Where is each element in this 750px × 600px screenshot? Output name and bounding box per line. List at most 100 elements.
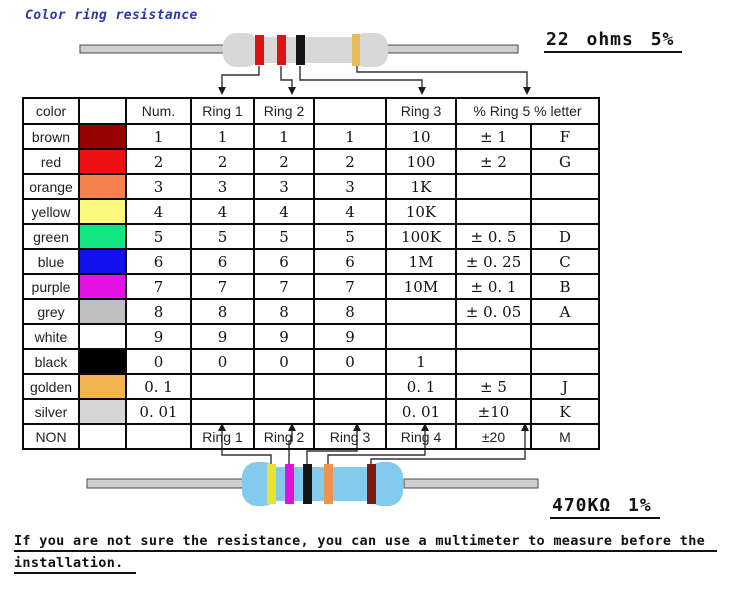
value-cell	[190, 398, 255, 425]
bottom-resistor-illustration	[86, 462, 539, 506]
value-cell: 8	[253, 298, 315, 325]
footnote: If you are not sure the resistance, you …	[14, 530, 744, 574]
value-cell: 1	[313, 123, 387, 150]
value-cell	[253, 398, 315, 425]
bottom-resistor-value-label: 470KΩ 1%	[550, 495, 660, 519]
value-cell: ±20	[455, 423, 532, 450]
value-cell: 5	[125, 223, 192, 250]
top-resistor-illustration	[79, 33, 519, 67]
value-cell: 6	[190, 248, 255, 275]
color-swatch	[78, 398, 127, 425]
color-swatch	[78, 198, 127, 225]
value-cell: Ring 3	[313, 423, 387, 450]
value-cell: 9	[253, 323, 315, 350]
color-name: golden	[22, 373, 80, 400]
color-swatch	[78, 298, 127, 325]
table-row: white 9 9 9 9	[22, 323, 601, 350]
top-resistor-value-label: 22 ohms 5%	[544, 29, 683, 53]
value-cell: 7	[190, 273, 255, 300]
bottom-band-2-purple	[285, 464, 294, 504]
value-cell: 2	[190, 148, 255, 175]
value-cell: ± 0. 5	[455, 223, 532, 250]
value-cell	[253, 373, 315, 400]
color-name: NON	[22, 423, 80, 450]
value-cell: 5	[313, 223, 387, 250]
value-cell: 9	[190, 323, 255, 350]
value-cell: Ring 1	[190, 423, 255, 450]
color-swatch	[78, 373, 127, 400]
bottom-band-1-yellow	[267, 464, 276, 504]
table-row: silver 0. 01 0. 01 ±10 K	[22, 398, 601, 425]
value-cell: 0. 1	[385, 373, 457, 400]
header-row: color Num. Ring 1 Ring 2 Ring 3% Ring 5 % le…	[22, 97, 601, 125]
top-resistor-right-lead	[385, 44, 519, 54]
value-cell: 9	[313, 323, 387, 350]
color-name: red	[22, 148, 80, 175]
value-cell: ± 5	[455, 373, 532, 400]
value-cell: 100	[385, 148, 457, 175]
top-band-2-red	[277, 35, 286, 65]
value-cell: B	[529, 273, 601, 300]
table-row: grey 8 8 8 8 ± 0. 05 A	[22, 298, 601, 325]
value-cell: 8	[190, 298, 255, 325]
value-cell	[455, 323, 532, 350]
value-cell: 2	[125, 148, 192, 175]
color-name: green	[22, 223, 80, 250]
value-cell	[455, 173, 532, 200]
value-cell: F	[529, 123, 601, 150]
value-cell: 100K	[385, 223, 457, 250]
value-cell: 5	[190, 223, 255, 250]
value-cell: 0. 01	[125, 398, 192, 425]
footnote-line-2: installation.	[14, 552, 744, 574]
color-name: yellow	[22, 198, 80, 225]
value-cell: 2	[313, 148, 387, 175]
col-header: color	[22, 97, 80, 125]
value-cell: G	[529, 148, 601, 175]
value-cell: ±10	[455, 398, 532, 425]
value-cell: J	[529, 373, 601, 400]
value-cell: 4	[190, 198, 255, 225]
color-swatch	[78, 223, 127, 250]
value-cell: 10K	[385, 198, 457, 225]
bottom-band-3-black	[303, 464, 312, 504]
color-swatch	[78, 273, 127, 300]
top-resistor-body-right-cap	[352, 33, 388, 67]
value-cell	[455, 198, 532, 225]
value-cell: A	[529, 298, 601, 325]
value-cell: 4	[253, 198, 315, 225]
bottom-band-4-orange	[324, 464, 333, 504]
color-swatch	[78, 148, 127, 175]
value-cell: 10M	[385, 273, 457, 300]
bottom-resistor-right-lead	[403, 478, 539, 489]
value-cell: 4	[313, 198, 387, 225]
value-cell: 3	[313, 173, 387, 200]
value-cell	[529, 173, 601, 200]
bottom-resistor-left-lead	[86, 478, 244, 489]
color-name: grey	[22, 298, 80, 325]
value-cell: ± 2	[455, 148, 532, 175]
footnote-line-1: If you are not sure the resistance, you …	[14, 530, 744, 552]
value-cell: M	[529, 423, 601, 450]
color-swatch	[78, 123, 127, 150]
value-cell	[455, 348, 532, 375]
table-row: orange 3 3 3 3 1K	[22, 173, 601, 200]
top-resistor-body	[238, 37, 366, 63]
value-cell: 4	[125, 198, 192, 225]
table-row: blue 6 6 6 6 1M ± 0. 25 C	[22, 248, 601, 275]
value-cell: 1K	[385, 173, 457, 200]
value-cell: 1	[125, 123, 192, 150]
value-cell: Ring 4	[385, 423, 457, 450]
value-cell: 3	[190, 173, 255, 200]
value-cell	[529, 348, 601, 375]
value-cell: 6	[313, 248, 387, 275]
color-name: orange	[22, 173, 80, 200]
value-cell: 7	[253, 273, 315, 300]
color-swatch	[78, 348, 127, 375]
color-swatch	[78, 173, 127, 200]
color-name: brown	[22, 123, 80, 150]
value-cell	[313, 398, 387, 425]
